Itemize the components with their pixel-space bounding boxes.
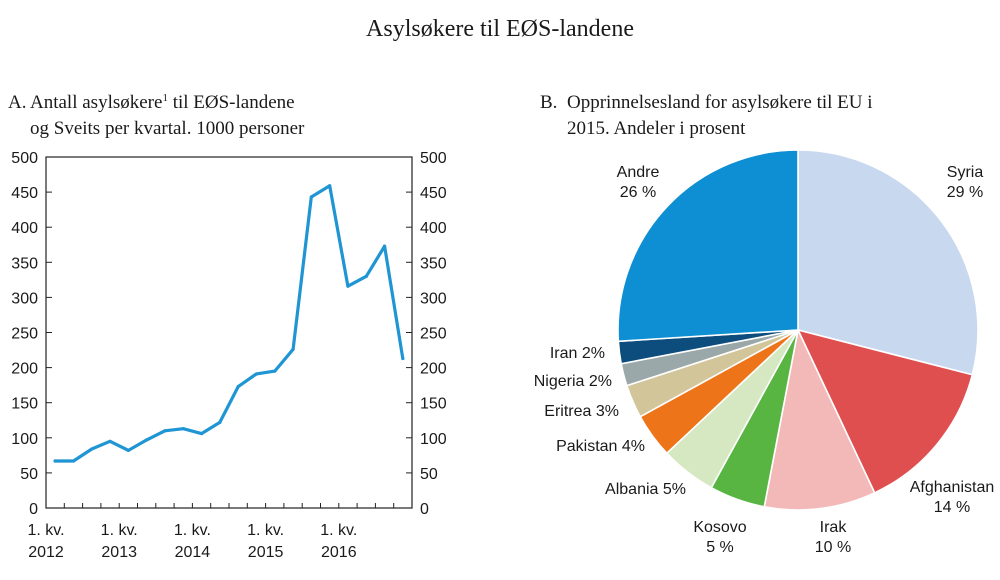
panel-a-letter: A. [8,92,26,113]
y-tick-label-left: 50 [20,466,38,483]
y-tick-label-right: 250 [420,326,447,343]
pie-label-kosovo: Kosovo [693,519,746,536]
x-tick-label-year: 2013 [101,544,137,561]
y-tick-label-left: 350 [11,255,38,272]
pie-value-kosovo: 5 % [706,539,734,556]
x-tick-label-quarter: 1. kv. [174,522,211,539]
data-point [309,195,313,199]
y-tick-label-right: 100 [420,431,447,448]
pie-label-afghanistan: Afghanistan [910,479,995,496]
data-point [145,438,149,442]
data-point [382,244,387,248]
data-point [364,274,368,278]
data-point [346,284,350,288]
data-point [53,459,57,463]
y-tick-label-left: 500 [11,150,38,167]
x-tick-label-quarter: 1. kv. [27,522,64,539]
y-tick-label-right: 0 [420,501,429,518]
data-point [126,448,130,453]
y-tick-label-right: 300 [420,290,447,307]
pie-slice-irak [763,329,876,511]
panel-a-title-post: til EØS-landene [168,92,295,113]
pie-label-pakistan: Pakistan 4% [556,438,645,455]
y-tick-label-left: 300 [11,290,38,307]
data-point [90,447,94,451]
pie-label-andre: Andre [617,164,660,181]
y-tick-label-right: 50 [420,466,438,483]
panel-a-title-line2: og Sveits per kvartal. 1000 personer [30,118,305,139]
panel-b-title-line2: 2015. Andeler i prosent [567,118,746,139]
panel-b-letter: B. [540,92,557,113]
x-tick-label-quarter: 1. kv. [320,522,357,539]
data-point [254,372,259,376]
line-chart: 0 0 50 50 100 100 150 150 200 200 250 250 300 300 350 3… [11,150,447,561]
y-tick-label-left: 0 [29,501,38,518]
pie-value-irak: 10 % [815,539,851,556]
data-point [199,431,204,436]
pie-label-iran: Iran 2% [550,345,605,362]
y-tick-label-left: 100 [11,431,38,448]
pie-label-irak: Irak [820,519,848,536]
pie-chart: Syria 29 % Afghanistan 14 % Irak 10 % Kosovo 5 … [534,149,995,556]
data-point [71,459,76,463]
x-tick-label-year: 2014 [175,544,211,561]
x-tick-label-quarter: 1. kv. [101,522,138,539]
pie-slice-syria [797,149,979,376]
x-tick-label-year: 2016 [321,544,357,561]
panel-a-title-line1: Antall asylsøkere1 til EØS-landene [30,92,295,113]
pie-slice-andre [617,149,799,343]
y-tick-label-right: 200 [420,361,447,378]
pie-value-afghanistan: 14 % [934,499,970,516]
y-tick-label-right: 350 [420,255,447,272]
pie-label-albania: Albania 5% [605,481,686,498]
y-tick-label-right: 400 [420,220,447,237]
x-tick-label-year: 2012 [28,544,64,561]
pie-value-syria: 29 % [947,184,983,201]
y-tick-label-left: 150 [11,396,38,413]
plot-frame [45,156,413,509]
y-tick-label-right: 150 [420,396,447,413]
data-point [328,184,332,188]
pie-slice-afghanistan [797,329,974,494]
pie-value-andre: 26 % [620,184,656,201]
y-tick-label-right: 500 [420,150,447,167]
page-title: Asylsøkere til EØS-landene [366,16,634,42]
pie-label-nigeria: Nigeria 2% [534,373,612,390]
panel-b-title-line1: Opprinnelsesland for asylsøkere til EU i [567,92,873,113]
x-tick-label-quarter: 1. kv. [247,522,284,539]
y-tick-label-left: 450 [11,185,38,202]
panel-a-title-footnote: 1 [162,92,168,104]
data-point [401,356,405,361]
x-tick-label-year: 2015 [248,544,284,561]
data-point [181,427,185,431]
pie-label-eritrea: Eritrea 3% [544,403,619,420]
data-point [108,439,112,443]
data-point [291,347,295,351]
data-point [163,429,167,433]
panel-a-title-pre: Antall asylsøkere [30,92,162,113]
data-point [236,384,240,389]
y-tick-label-left: 250 [11,326,38,343]
y-tick-label-left: 200 [11,361,38,378]
series-line [53,184,405,463]
y-tick-label-right: 450 [420,185,447,202]
data-point [218,420,222,424]
data-point [273,369,277,373]
pie-label-syria: Syria [947,164,984,181]
y-tick-label-left: 400 [11,220,38,237]
